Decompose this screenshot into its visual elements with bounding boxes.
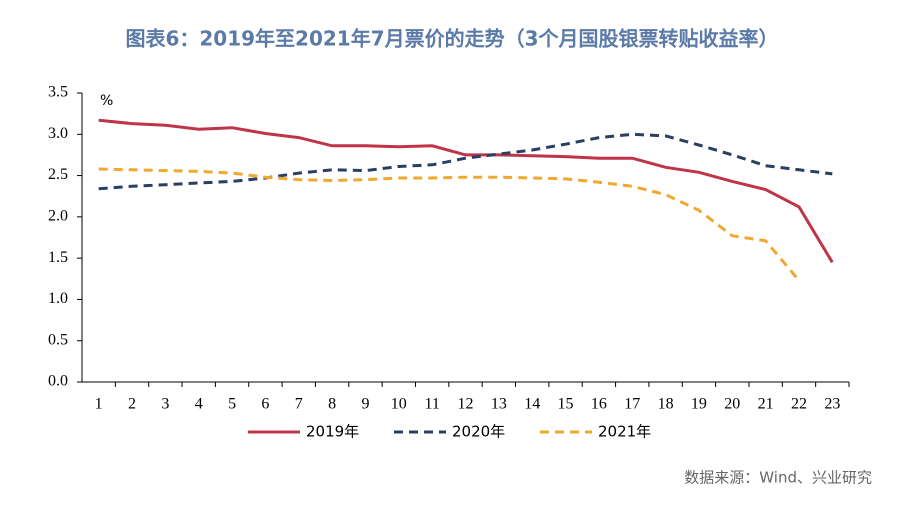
y-tick-label: 1.5 xyxy=(48,249,68,266)
y-tick-label: 3.5 xyxy=(48,84,68,101)
x-tick-label: 4 xyxy=(195,396,203,413)
y-tick-label: 1.0 xyxy=(48,290,68,307)
series-line xyxy=(98,118,834,264)
x-tick-label: 13 xyxy=(491,396,507,413)
x-tick-label: 16 xyxy=(591,396,607,413)
legend-label: 2021年 xyxy=(598,423,651,441)
x-tick-label: 12 xyxy=(458,396,474,413)
x-tick-label: 21 xyxy=(758,396,774,413)
legend-label: 2019年 xyxy=(306,423,359,441)
x-tick-label: 10 xyxy=(391,396,407,413)
x-tick-label: 17 xyxy=(624,396,640,413)
y-tick-label: 2.0 xyxy=(48,208,68,225)
x-tick-label: 3 xyxy=(161,396,169,413)
x-tick-label: 6 xyxy=(261,396,269,413)
x-tick-label: 18 xyxy=(658,396,674,413)
unit-label: % xyxy=(100,93,113,109)
x-tick-label: 5 xyxy=(228,396,236,413)
y-tick-label: 2.5 xyxy=(48,166,68,183)
source-note: 数据来源：Wind、兴业研究 xyxy=(684,469,872,487)
x-tick-label: 9 xyxy=(361,396,369,413)
chart-title: 图表6：2019年至2021年7月票价的走势（3个月国股银票转贴收益率） xyxy=(125,27,778,51)
x-tick-label: 14 xyxy=(524,396,540,413)
series-line xyxy=(98,167,801,282)
x-tick-label: 2 xyxy=(128,396,136,413)
x-tick-label: 7 xyxy=(295,396,303,413)
x-tick-label: 22 xyxy=(791,396,807,413)
series-line xyxy=(98,132,833,191)
y-tick-label: 0.0 xyxy=(48,373,68,390)
x-tick-label: 8 xyxy=(328,396,336,413)
legend-label: 2020年 xyxy=(452,423,505,441)
y-tick-label: 3.0 xyxy=(48,125,68,142)
x-tick-label: 23 xyxy=(824,396,840,413)
x-tick-label: 15 xyxy=(558,396,574,413)
x-tick-label: 19 xyxy=(691,396,707,413)
x-tick-label: 20 xyxy=(724,396,740,413)
y-tick-label: 0.5 xyxy=(48,331,68,348)
x-tick-label: 1 xyxy=(95,396,103,413)
x-tick-label: 11 xyxy=(424,396,439,413)
